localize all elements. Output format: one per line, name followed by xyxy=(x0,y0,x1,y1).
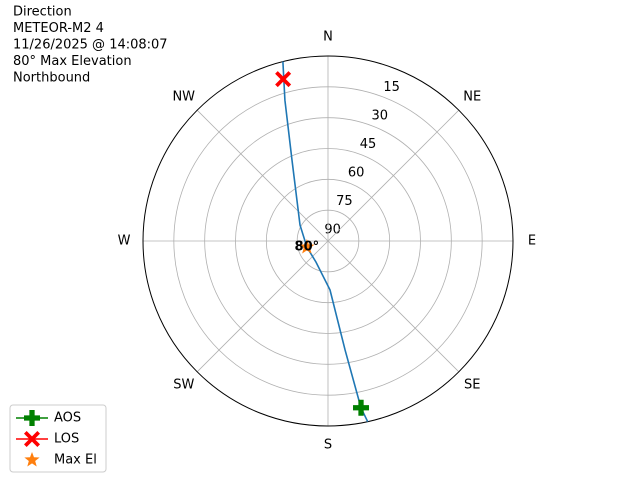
legend-label: LOS xyxy=(54,432,79,447)
legend: AOS LOS Max El xyxy=(9,404,107,473)
legend-symbol xyxy=(24,431,40,447)
r-tick-label: 75 xyxy=(336,194,353,209)
grid-spoke xyxy=(196,240,329,373)
legend-symbol xyxy=(24,452,40,467)
info-line: Direction xyxy=(13,5,72,20)
legend-symbol xyxy=(24,410,40,426)
marker-p xyxy=(353,399,370,416)
theta-tick-label: SW xyxy=(173,378,194,393)
legend-label: AOS xyxy=(54,411,81,426)
info-line: Northbound xyxy=(13,71,90,86)
theta-tick-label: SE xyxy=(464,378,480,393)
grid-spoke xyxy=(327,240,460,373)
theta-tick-label: S xyxy=(324,438,332,453)
theta-tick-label: N xyxy=(323,30,333,45)
marker-star xyxy=(299,239,315,254)
theta-tick-label: E xyxy=(528,234,536,249)
info-line: METEOR-M2 4 xyxy=(13,21,104,36)
info-line: 11/26/2025 @ 14:08:07 xyxy=(13,38,168,53)
theta-tick-label: NW xyxy=(172,89,195,104)
marker-annotation: 80° xyxy=(295,240,320,255)
r-tick-label: 15 xyxy=(383,80,400,95)
theta-tick-label: NE xyxy=(463,89,481,104)
r-tick-label: 30 xyxy=(372,108,389,123)
grid-spoke xyxy=(196,109,329,242)
theta-tick-label: W xyxy=(118,234,131,249)
grid-spoke xyxy=(327,109,460,242)
track-line xyxy=(282,61,369,423)
legend-label: Max El xyxy=(54,453,97,468)
r-tick-label: 45 xyxy=(360,137,377,152)
info-line: 80° Max Elevation xyxy=(13,54,132,69)
polar-frame xyxy=(142,55,514,427)
r-tick-label: 60 xyxy=(348,165,365,180)
marker-x xyxy=(275,71,292,88)
r-tick-label: 90 xyxy=(324,222,341,237)
